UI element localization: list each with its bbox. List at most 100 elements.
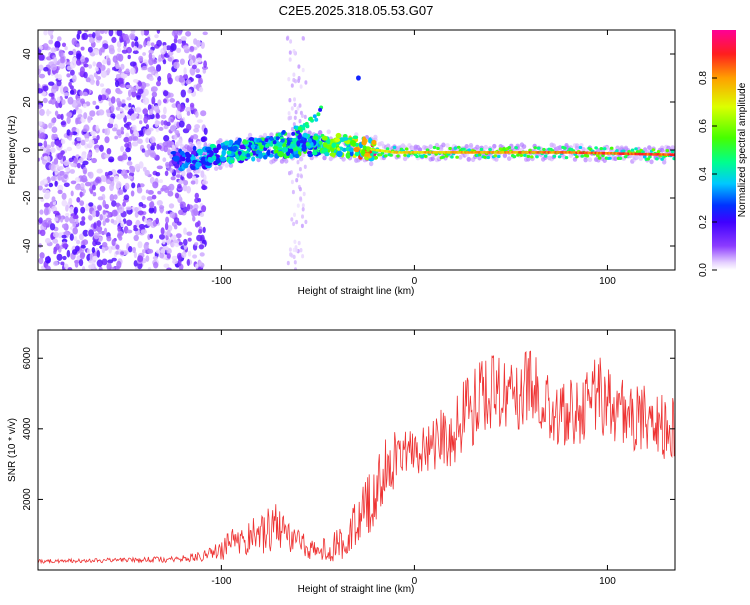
- carrier-speckle: [289, 143, 297, 148]
- carrier-shoulder: [523, 153, 527, 157]
- noise-speckle: [155, 172, 161, 177]
- carrier-shoulder: [406, 154, 411, 158]
- noise-speckle: [106, 148, 112, 155]
- noise-column-speckle: [289, 39, 293, 44]
- noise-speckle: [74, 184, 82, 191]
- noise-column-speckle: [297, 64, 301, 69]
- noise-speckle: [79, 157, 84, 163]
- noise-speckle: [195, 263, 199, 269]
- noise-speckle: [107, 259, 114, 264]
- carrier-shoulder: [450, 155, 454, 159]
- noise-speckle: [57, 36, 62, 42]
- noise-speckle: [137, 81, 142, 87]
- noise-speckle: [70, 180, 77, 185]
- noise-speckle: [63, 160, 70, 166]
- carrier-speckle: [301, 143, 307, 149]
- noise-speckle: [160, 120, 165, 126]
- noise-speckle: [64, 46, 68, 51]
- noise-speckle: [129, 33, 136, 40]
- carrier-speckle: [196, 148, 204, 154]
- noise-column-speckle: [290, 83, 294, 88]
- noise-speckle: [85, 203, 90, 212]
- noise-speckle: [50, 47, 57, 53]
- noise-speckle: [132, 246, 137, 254]
- carrier-halo: [326, 129, 331, 135]
- noise-speckle: [49, 223, 56, 231]
- carrier-halo: [477, 155, 482, 161]
- noise-speckle: [81, 152, 87, 160]
- noise-speckle: [131, 41, 135, 48]
- carrier-shoulder: [403, 153, 407, 157]
- diagonal-speckle: [308, 116, 313, 121]
- noise-speckle: [185, 97, 190, 103]
- colorbar-tick-label: 0.8: [698, 71, 709, 85]
- noise-speckle: [174, 130, 180, 135]
- noise-speckle: [194, 242, 199, 246]
- noise-speckle: [174, 192, 180, 199]
- noise-speckle: [173, 217, 180, 224]
- noise-speckle: [115, 80, 120, 88]
- noise-speckle: [192, 215, 196, 222]
- diagonal-speckle: [251, 144, 256, 149]
- noise-speckle: [182, 45, 189, 50]
- noise-speckle: [79, 252, 85, 260]
- carrier-shoulder: [601, 153, 605, 158]
- noise-speckle: [157, 75, 162, 82]
- isolated-blob: [356, 75, 361, 81]
- noise-speckle: [146, 144, 151, 149]
- spectrogram-y-tick-label: -20: [22, 190, 33, 205]
- carrier-halo: [214, 166, 219, 172]
- noise-speckle: [57, 152, 64, 160]
- noise-speckle: [72, 109, 77, 115]
- carrier-core: [672, 153, 675, 157]
- noise-speckle: [72, 227, 78, 235]
- noise-speckle: [180, 36, 187, 41]
- noise-speckle: [166, 253, 171, 259]
- noise-column-speckle: [300, 113, 304, 119]
- noise-speckle: [152, 181, 159, 189]
- noise-speckle: [170, 43, 177, 51]
- noise-speckle: [139, 130, 144, 136]
- noise-speckle: [129, 165, 136, 174]
- noise-speckle: [101, 258, 108, 266]
- carrier-halo: [417, 147, 423, 153]
- noise-speckle: [137, 255, 144, 263]
- carrier-shoulder: [526, 154, 531, 158]
- carrier-shoulder: [557, 155, 562, 159]
- noise-speckle: [170, 124, 177, 132]
- noise-speckle: [149, 150, 156, 158]
- noise-speckle: [76, 255, 81, 261]
- chart-title: C2E5.2025.318.05.53.G07: [279, 3, 434, 18]
- noise-speckle: [82, 32, 88, 41]
- noise-speckle: [195, 74, 202, 79]
- noise-speckle: [158, 126, 164, 131]
- carrier-speckle: [242, 139, 247, 144]
- diagonal-speckle: [264, 138, 269, 143]
- noise-speckle: [73, 157, 78, 164]
- noise-speckle: [142, 97, 150, 105]
- noise-speckle: [185, 106, 191, 113]
- noise-speckle: [93, 232, 100, 240]
- noise-speckle: [56, 114, 62, 120]
- noise-speckle: [176, 252, 183, 260]
- noise-speckle: [190, 135, 194, 140]
- noise-speckle: [59, 170, 65, 176]
- noise-speckle: [147, 267, 152, 270]
- noise-speckle: [163, 120, 168, 126]
- carrier-halo: [551, 143, 556, 149]
- carrier-halo: [218, 138, 223, 143]
- diagonal-speckle: [316, 112, 321, 117]
- noise-speckle: [83, 71, 88, 79]
- noise-speckle: [94, 210, 100, 218]
- noise-speckle: [163, 135, 170, 142]
- noise-speckle: [173, 239, 179, 244]
- noise-speckle: [108, 47, 115, 55]
- noise-speckle: [120, 130, 125, 135]
- noise-speckle: [133, 251, 137, 259]
- noise-speckle: [38, 45, 44, 50]
- noise-speckle: [152, 256, 158, 260]
- noise-column-speckle: [292, 77, 296, 83]
- noise-speckle: [171, 255, 178, 261]
- carrier-shoulder: [396, 154, 400, 158]
